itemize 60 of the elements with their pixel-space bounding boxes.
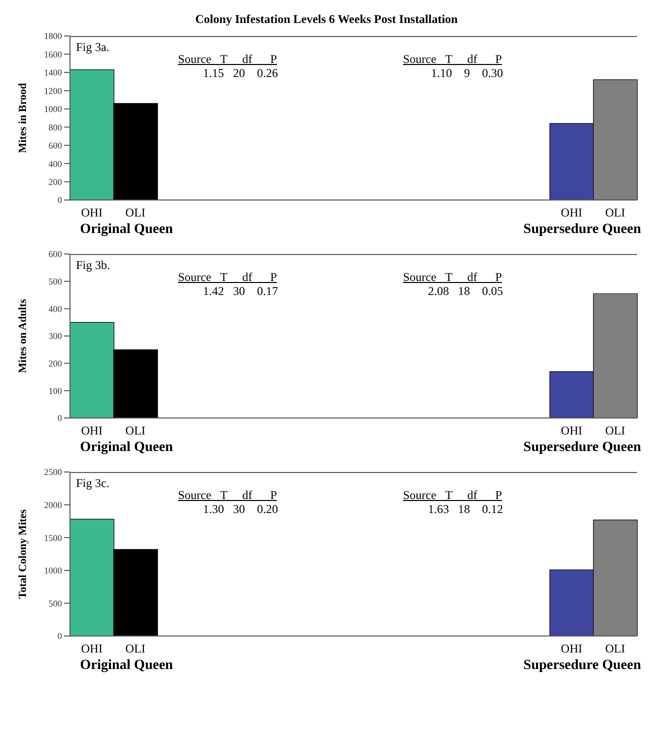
y-tick-label: 100 [48,386,62,396]
annotation: Fig 3a. [76,40,110,55]
y-tick-label: 0 [58,631,62,642]
annotation: Source T df P [403,488,503,503]
y-axis-title: Mites in Brood [16,82,29,154]
y-axis-title: Total Colony Mites [16,508,29,599]
y-tick-label: 0 [58,413,62,424]
text: Supersedure Queen [523,222,641,238]
y-tick-label: 400 [48,158,62,169]
x-tick-label: OLI [125,206,146,220]
y-tick-label: 500 [48,276,62,287]
text: Original Queen [80,658,173,674]
y-tick-label: 1000 [44,566,62,576]
annotation: 1.30 30 0.20 [202,502,278,517]
y-tick-label: 1500 [44,532,62,543]
annotation: Source T df P [403,270,503,285]
y-tick-label: 1000 [44,104,62,114]
y-tick-label: 200 [48,358,62,369]
x-tick-label: OLI [605,206,626,220]
chart-title: Colony Infestation Levels 6 Weeks Post Installation [194,11,459,28]
y-tick-label: 800 [48,122,62,132]
y-tick-label: 600 [48,249,62,260]
annotation: 1.63 18 0.12 [427,502,503,517]
y-tick-label: 200 [48,176,62,187]
annotation: Fig 3b. [76,258,110,273]
annotation: Source T df P [178,270,278,285]
y-tick-label: 2500 [44,467,62,478]
y-tick-label: 0 [58,195,62,206]
x-tick-label: OHI [560,642,582,656]
annotation: 2.08 18 0.05 [427,284,503,299]
annotation: 1.15 20 0.26 [202,66,278,81]
y-tick-label: 1600 [44,49,62,60]
x-tick-label: OHI [81,206,102,220]
text: Original Queen [80,440,173,456]
text: Original Queen [80,222,173,238]
y-tick-label: 600 [48,140,62,151]
x-tick-label: OHI [81,642,102,656]
x-tick-label: OLI [605,642,626,656]
annotation: 1.10 9 0.30 [430,66,503,81]
x-tick-label: OHI [560,206,582,220]
x-tick-label: OHI [560,424,582,438]
y-tick-label: 1400 [44,68,62,78]
y-tick-label: 400 [48,304,62,314]
y-axis-title: Mites on Adults [16,298,29,373]
annotation: Fig 3c. [76,476,110,491]
y-tick-label: 500 [48,598,62,608]
annotation: Source T df P [178,488,278,503]
annotation: Source T df P [403,52,503,67]
annotation: Source T df P [178,52,278,67]
y-tick-label: 1200 [44,86,62,96]
x-tick-label: OLI [125,642,146,656]
y-tick-label: 1800 [44,31,62,42]
text: Supersedure Queen [523,658,641,674]
x-tick-label: OLI [125,424,146,438]
annotation: 1.42 30 0.17 [202,284,278,299]
x-tick-label: OLI [605,424,626,438]
y-tick-label: 2000 [44,500,62,510]
text: Supersedure Queen [523,440,641,456]
x-tick-label: OHI [81,424,102,438]
y-tick-label: 300 [48,331,62,342]
